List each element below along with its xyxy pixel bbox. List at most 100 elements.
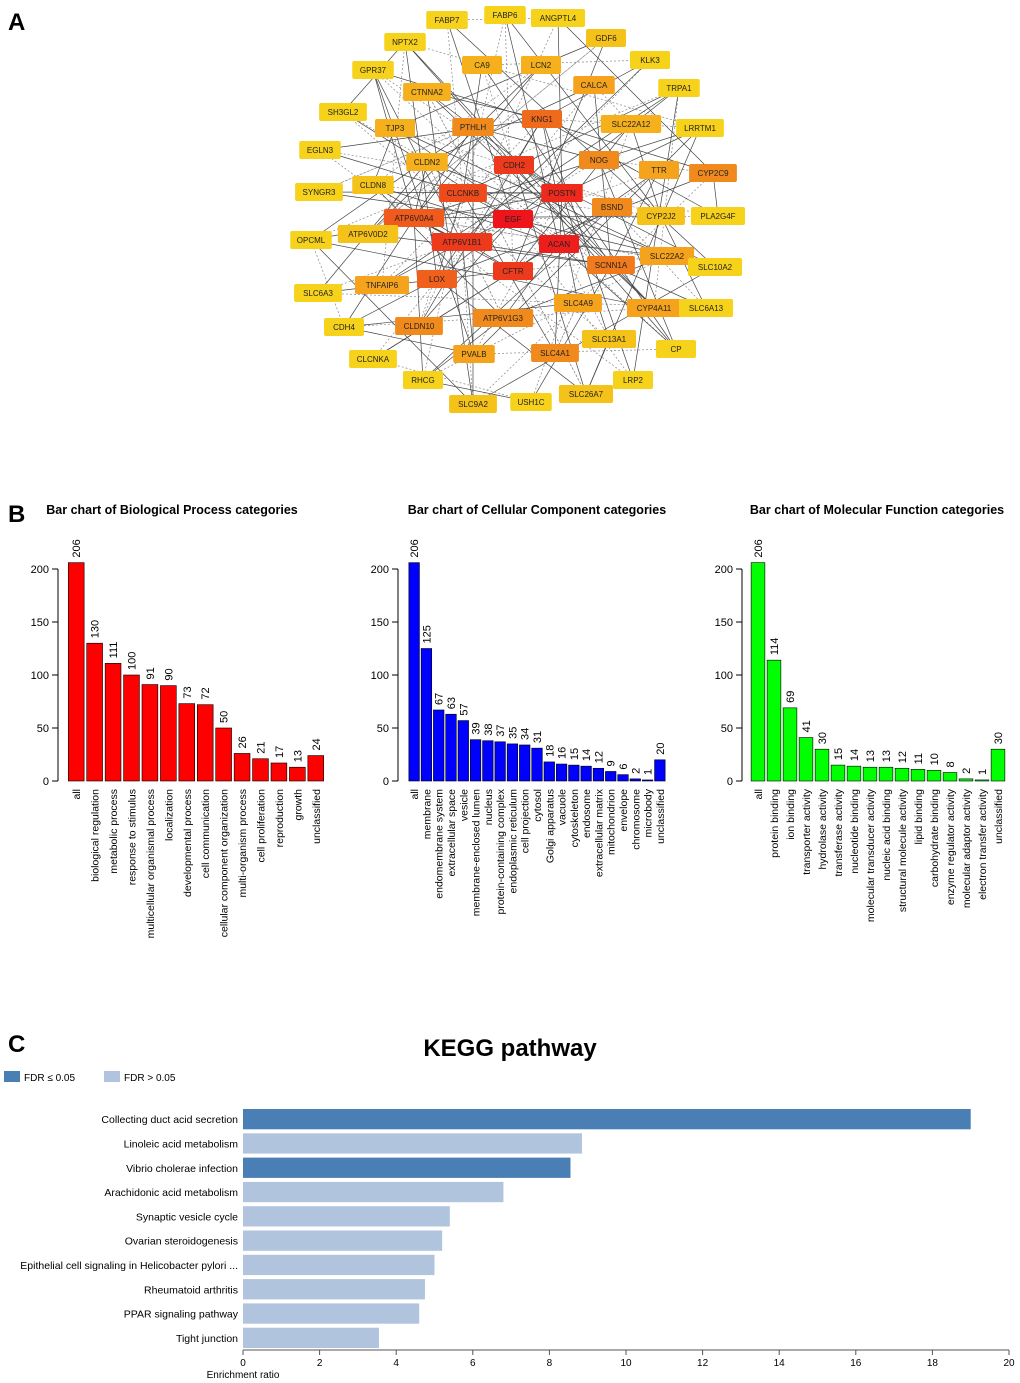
edge — [598, 159, 677, 350]
x-tick-label: electron transfer activity — [977, 788, 989, 900]
edge — [404, 41, 701, 129]
x-tick-label: unclassified — [311, 789, 323, 844]
edge — [561, 192, 610, 340]
bar — [233, 753, 251, 782]
bar — [543, 761, 555, 782]
edge — [413, 127, 701, 219]
value-label: 9 — [606, 760, 618, 766]
edge — [558, 243, 677, 350]
x-tick-label: multicellular organismal process — [145, 789, 157, 938]
node — [290, 231, 332, 249]
node — [522, 110, 562, 128]
node-label: SLC9A2 — [458, 400, 488, 409]
edge — [372, 270, 514, 360]
node — [639, 247, 695, 265]
node — [530, 9, 586, 27]
bar — [926, 770, 942, 782]
node-label: TRPA1 — [666, 84, 692, 93]
value-label: 13 — [292, 750, 304, 762]
value-label: 35 — [507, 727, 519, 739]
bar — [243, 1230, 443, 1251]
x-tick-label: microbody — [643, 788, 655, 837]
edge — [367, 37, 607, 235]
bar — [104, 663, 122, 782]
x-tick-label: cytosol — [532, 789, 544, 822]
edge — [461, 241, 475, 355]
edge — [530, 264, 612, 403]
value-label: 6 — [618, 764, 630, 770]
node-label: EGF — [505, 215, 522, 224]
bar — [243, 1303, 420, 1324]
node-label: SLC22A2 — [650, 252, 685, 261]
bar — [878, 766, 894, 782]
edge — [632, 87, 680, 381]
edge — [418, 118, 543, 327]
value-label: 73 — [182, 686, 194, 698]
node — [426, 11, 468, 29]
bar — [67, 562, 85, 782]
x-tick-label: 6 — [470, 1358, 476, 1369]
node-label: CLDN2 — [414, 158, 441, 167]
value-label: 13 — [881, 750, 893, 762]
bar — [750, 562, 766, 782]
bar — [252, 758, 269, 782]
edge — [317, 292, 707, 309]
node-label: PTHLH — [460, 123, 486, 132]
bar — [141, 684, 159, 782]
node — [637, 207, 685, 225]
edge — [343, 326, 475, 355]
edge — [436, 278, 587, 395]
bar — [555, 763, 568, 782]
bar — [605, 771, 617, 782]
bar — [482, 740, 494, 782]
category-label: Vibrio cholerae infection — [126, 1163, 238, 1175]
y-tick-label: 200 — [31, 564, 49, 576]
value-label: 30 — [817, 732, 829, 744]
edge — [317, 270, 514, 294]
node-label: CFTR — [502, 267, 524, 276]
node-label: BSND — [601, 203, 623, 212]
value-label: 1 — [977, 769, 989, 775]
node-label: CDH4 — [333, 323, 355, 332]
edge — [381, 118, 543, 286]
edge — [610, 169, 660, 266]
node-label: KLK3 — [640, 56, 660, 65]
x-axis-label: Enrichment ratio — [207, 1370, 280, 1381]
category-label: Epithelial cell signaling in Helicobacte… — [20, 1260, 238, 1272]
bar — [243, 1109, 971, 1130]
chart-title: Bar chart of Biological Process categori… — [46, 503, 298, 517]
bar — [846, 765, 862, 782]
node-label: SLC10A2 — [698, 263, 733, 272]
x-tick-label: 4 — [393, 1358, 399, 1369]
node — [592, 198, 632, 216]
value-label: 24 — [311, 738, 323, 750]
x-tick-label: 16 — [850, 1358, 862, 1369]
edge — [342, 111, 612, 266]
node — [299, 141, 341, 159]
node — [639, 161, 679, 179]
x-tick-label: cellular component organization — [219, 789, 231, 937]
node-label: EGLN3 — [307, 146, 334, 155]
node-label: CA9 — [474, 61, 490, 70]
node-label: CYP2C9 — [697, 169, 729, 178]
edge — [481, 59, 651, 66]
x-tick-label: 8 — [547, 1358, 553, 1369]
node-label: LRP2 — [623, 376, 644, 385]
bar — [243, 1327, 379, 1348]
x-tick-label: cell communication — [200, 789, 212, 878]
node-label: SLC4A9 — [563, 299, 593, 308]
value-label: 41 — [801, 720, 813, 732]
node-label: POSTN — [548, 189, 576, 198]
value-label: 11 — [913, 753, 925, 764]
x-tick-label: Golgi apparatus — [544, 789, 556, 863]
value-label: 39 — [471, 722, 483, 734]
node — [558, 385, 614, 403]
x-tick-label: structural molecule activity — [897, 788, 909, 912]
value-label: 111 — [108, 642, 120, 659]
node-label: RHCG — [411, 376, 435, 385]
edge — [310, 239, 474, 405]
x-tick-label: localization — [163, 789, 175, 841]
node — [375, 119, 415, 137]
node-label: SLC26A7 — [569, 390, 604, 399]
